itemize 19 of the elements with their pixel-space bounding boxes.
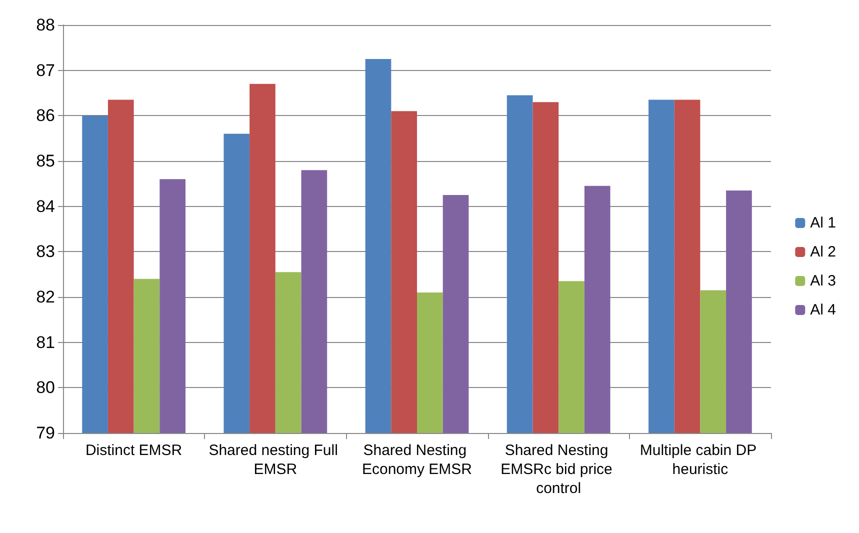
- legend-label: Al 4: [810, 302, 836, 318]
- y-tick-label: 81: [36, 332, 55, 352]
- legend-label: Al 2: [810, 244, 836, 260]
- x-tick-label: Shared Nesting EMSRc bid price control: [500, 442, 617, 497]
- x-tick-label: Multiple cabin DP heuristic: [640, 442, 761, 478]
- y-tick-label: 87: [36, 60, 55, 80]
- y-tick-label: 86: [36, 106, 55, 126]
- x-tick-label: Distinct EMSR: [85, 442, 182, 459]
- y-tick-label: 84: [36, 196, 55, 216]
- y-tick-label: 85: [36, 152, 55, 170]
- x-tick-label: Shared nesting Full EMSR: [208, 442, 342, 478]
- y-tick-label: 83: [36, 242, 55, 262]
- y-tick-label: 82: [36, 288, 55, 306]
- legend-label: Al 1: [810, 214, 836, 232]
- y-tick-label: 80: [36, 378, 55, 398]
- y-tick-label: 79: [36, 424, 55, 442]
- legend-label: Al 3: [810, 272, 836, 290]
- y-tick-label: 88: [36, 16, 55, 34]
- x-tick-label: Shared Nesting Economy EMSR: [362, 442, 472, 478]
